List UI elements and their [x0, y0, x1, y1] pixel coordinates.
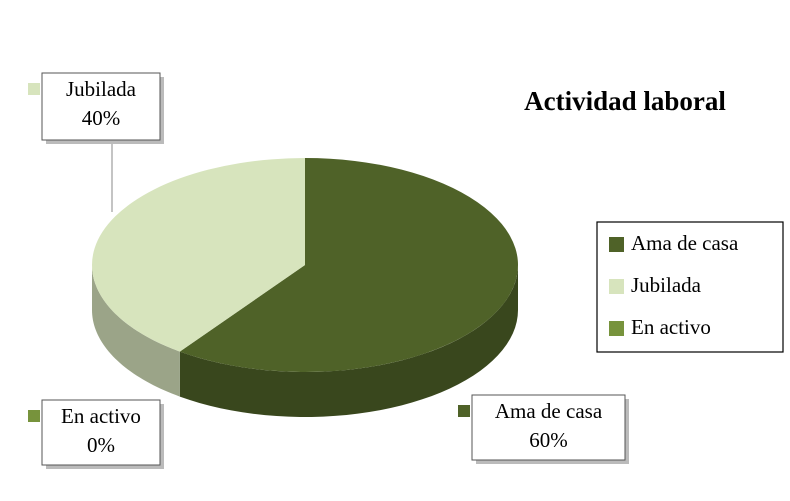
pie-slice: [179, 158, 519, 372]
pie-slice: [92, 158, 305, 352]
legend-label: En activo: [631, 315, 711, 339]
chart-title: Actividad laboral: [524, 86, 726, 116]
legend-label: Jubilada: [631, 273, 702, 297]
data-label-name: Ama de casa: [495, 399, 603, 423]
data-label-name: En activo: [61, 404, 141, 428]
data-label-value: 0%: [87, 433, 115, 457]
data-label-box: [41, 72, 161, 141]
pie-side: [179, 265, 518, 417]
data-label-name: Jubilada: [66, 77, 137, 101]
data-label-box: [471, 394, 626, 461]
data-label-value: 40%: [82, 106, 121, 130]
label-swatch: [28, 83, 40, 95]
legend-swatch: [609, 321, 624, 336]
legend-swatch: [609, 279, 624, 294]
legend-box: [596, 221, 784, 353]
label-swatch: [458, 405, 470, 417]
data-label-box: [41, 399, 161, 466]
pie-side: [92, 265, 180, 397]
data-label-value: 60%: [529, 428, 568, 452]
legend-swatch: [609, 237, 624, 252]
label-swatch: [28, 410, 40, 422]
legend-label: Ama de casa: [631, 231, 739, 255]
